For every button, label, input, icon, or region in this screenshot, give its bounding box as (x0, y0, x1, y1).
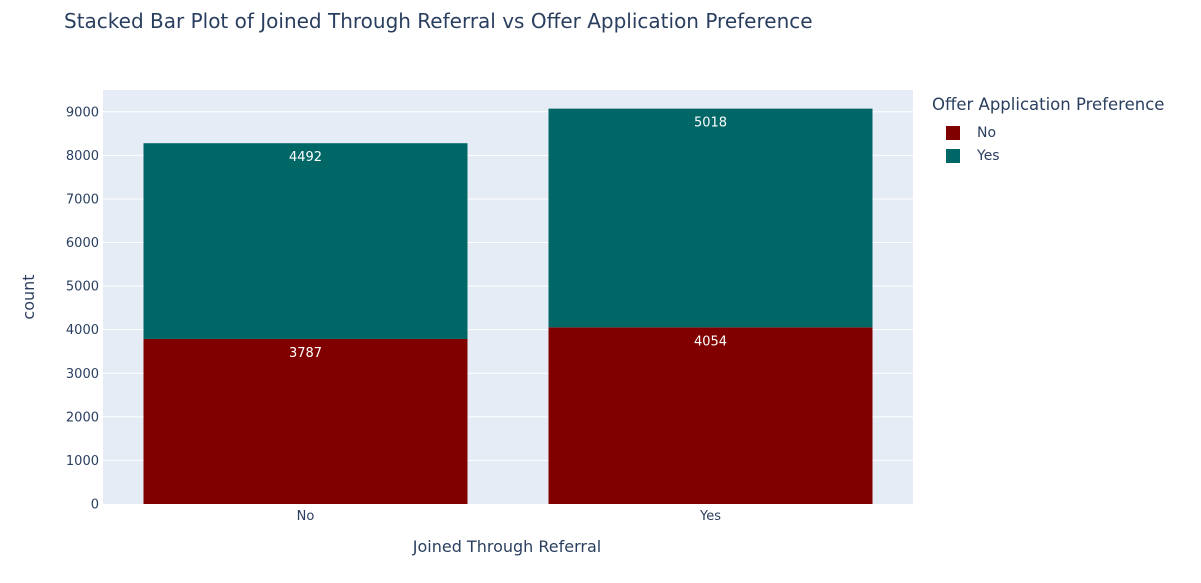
y-tick-label: 7000 (66, 192, 99, 207)
data-label: 4492 (289, 150, 322, 165)
bar-yes-yes[interactable] (548, 108, 873, 328)
data-label: 4054 (694, 334, 727, 349)
legend-item-yes[interactable]: Yes (946, 144, 1164, 167)
bar-no-yes[interactable] (143, 143, 468, 339)
y-tick-label: 5000 (66, 280, 99, 295)
y-tick-label: 1000 (66, 454, 99, 469)
legend: Offer Application Preference No Yes (932, 95, 1164, 167)
y-tick-label: 2000 (66, 410, 99, 425)
legend-title: Offer Application Preference (932, 95, 1165, 114)
y-axis-title: count (19, 274, 38, 319)
y-tick-label: 4000 (66, 323, 99, 338)
legend-label-yes: Yes (977, 147, 1000, 164)
bar-yes-no[interactable] (548, 327, 873, 504)
x-tick-label: No (297, 509, 315, 524)
y-tick-label: 3000 (66, 367, 99, 382)
legend-swatch-no (946, 125, 960, 140)
y-tick-label: 6000 (66, 236, 99, 251)
bar-no-no[interactable] (143, 338, 468, 504)
x-tick-label: Yes (699, 509, 721, 524)
bars (143, 108, 873, 504)
y-tick-label: 0 (91, 498, 99, 513)
legend-label-no: No (977, 124, 997, 141)
x-axis-ticks: No Yes (297, 509, 722, 524)
data-labels: 3787 4492 4054 5018 (289, 116, 727, 361)
y-tick-label: 9000 (66, 105, 99, 120)
x-axis-title: Joined Through Referral (412, 537, 601, 556)
chart-title: Stacked Bar Plot of Joined Through Refer… (64, 9, 813, 33)
legend-swatch-yes (946, 148, 960, 163)
data-label: 3787 (289, 346, 322, 361)
legend-item-no[interactable]: No (946, 121, 1164, 144)
data-label: 5018 (694, 116, 727, 131)
y-tick-label: 8000 (66, 149, 99, 164)
y-axis-ticks: 0 1000 2000 3000 4000 5000 6000 7000 8000 9000 (66, 105, 99, 512)
